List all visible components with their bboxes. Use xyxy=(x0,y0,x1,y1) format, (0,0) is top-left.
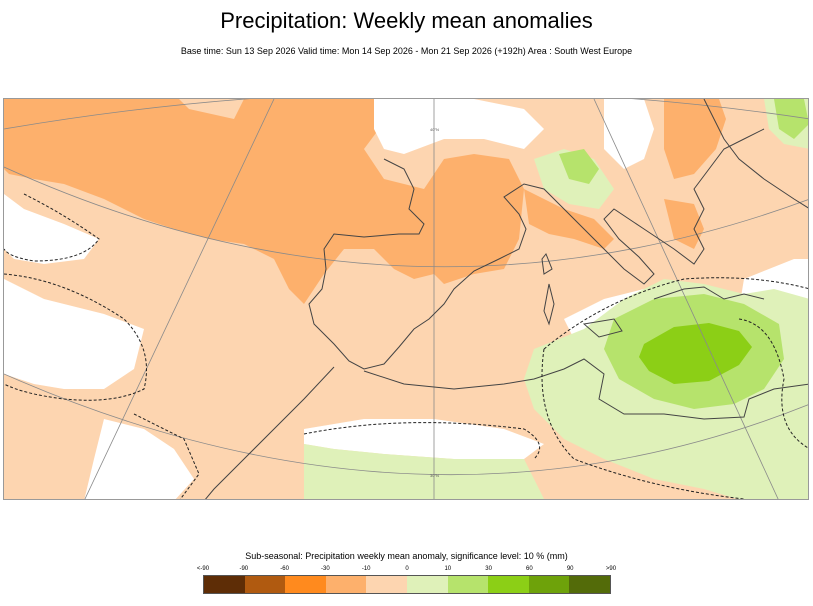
page-title: Precipitation: Weekly mean anomalies xyxy=(220,8,593,33)
anomaly-area-balkans xyxy=(664,99,726,179)
legend-title: Sub-seasonal: Precipitation weekly mean … xyxy=(245,551,568,561)
map-canvas: 40°N 30°N xyxy=(4,99,808,499)
legend-swatch xyxy=(204,576,245,593)
wet-area-light-green-africa xyxy=(304,444,544,499)
legend-swatch xyxy=(244,576,286,593)
grid-label-40n: 40°N xyxy=(430,127,439,132)
legend-swatch xyxy=(528,576,570,593)
legend-swatch xyxy=(488,576,529,593)
legend-label: 60 xyxy=(526,566,533,572)
legend-label: 10 xyxy=(444,566,452,572)
wet-area-medium-green-northeast xyxy=(774,99,808,139)
legend-label: 0 xyxy=(405,566,409,572)
significance-contours xyxy=(4,193,808,499)
legend-swatch xyxy=(366,576,407,593)
neutral-area-bottom-left xyxy=(84,419,194,499)
anomaly-area-adriatic xyxy=(664,199,704,249)
page-subtitle: Base time: Sun 13 Sep 2026 Valid time: M… xyxy=(180,46,633,56)
legend-label: -60 xyxy=(280,566,289,572)
legend-label: >90 xyxy=(605,566,617,572)
anomaly-area-central-med xyxy=(524,189,614,249)
legend-label: <-90 xyxy=(196,566,210,572)
legend-swatch xyxy=(569,576,610,593)
legend-color-bar xyxy=(203,575,611,594)
legend-label: -30 xyxy=(321,566,330,572)
anomaly-area-atlantic xyxy=(4,99,524,304)
legend-swatch xyxy=(447,576,489,593)
wet-area-medium-green-alps xyxy=(559,149,599,184)
neutral-area-west xyxy=(4,194,99,264)
legend-label: 90 xyxy=(566,566,574,572)
neutral-area-italy xyxy=(604,99,654,169)
legend-label: -10 xyxy=(361,566,371,572)
legend-swatch xyxy=(285,576,326,593)
legend-label: -90 xyxy=(239,566,249,572)
graticule xyxy=(4,99,808,499)
legend-label: 30 xyxy=(485,566,492,572)
legend-swatch xyxy=(406,576,448,593)
neutral-area-north-africa xyxy=(304,419,544,459)
neutral-area-north xyxy=(374,99,544,154)
coastlines xyxy=(205,99,808,499)
legend-labels: <-90 -90 -60 -30 -10 0 10 30 60 90 >90 xyxy=(197,566,616,576)
wet-area-bright-green xyxy=(639,323,752,384)
neutral-area-southwest xyxy=(4,279,144,389)
anomaly-map[interactable]: 40°N 30°N xyxy=(3,98,809,500)
legend-swatch xyxy=(325,576,367,593)
grid-label-30n: 30°N xyxy=(430,473,439,478)
